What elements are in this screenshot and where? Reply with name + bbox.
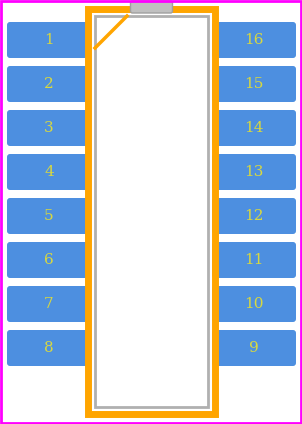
FancyBboxPatch shape (212, 110, 296, 146)
FancyBboxPatch shape (7, 242, 91, 278)
FancyBboxPatch shape (212, 330, 296, 366)
Text: 15: 15 (244, 77, 264, 91)
Text: 10: 10 (244, 297, 264, 311)
Text: 4: 4 (44, 165, 54, 179)
FancyBboxPatch shape (7, 330, 91, 366)
Text: 1: 1 (44, 33, 54, 47)
FancyBboxPatch shape (7, 66, 91, 102)
FancyBboxPatch shape (130, 1, 172, 13)
FancyBboxPatch shape (7, 286, 91, 322)
Text: 9: 9 (249, 341, 259, 355)
FancyBboxPatch shape (7, 110, 91, 146)
Text: 3: 3 (44, 121, 54, 135)
Bar (95, 16, 208, 407)
Bar (88, 9, 215, 414)
Text: 12: 12 (244, 209, 264, 223)
FancyBboxPatch shape (212, 286, 296, 322)
FancyBboxPatch shape (212, 242, 296, 278)
Text: 11: 11 (244, 253, 264, 267)
Text: 2: 2 (44, 77, 54, 91)
FancyBboxPatch shape (7, 22, 91, 58)
Text: 7: 7 (44, 297, 54, 311)
Text: 13: 13 (244, 165, 264, 179)
FancyBboxPatch shape (7, 154, 91, 190)
Text: 8: 8 (44, 341, 54, 355)
FancyBboxPatch shape (212, 66, 296, 102)
FancyBboxPatch shape (212, 22, 296, 58)
FancyBboxPatch shape (212, 198, 296, 234)
Text: 14: 14 (244, 121, 264, 135)
Text: 16: 16 (244, 33, 264, 47)
Text: 5: 5 (44, 209, 54, 223)
FancyBboxPatch shape (212, 154, 296, 190)
FancyBboxPatch shape (7, 198, 91, 234)
Text: 6: 6 (44, 253, 54, 267)
